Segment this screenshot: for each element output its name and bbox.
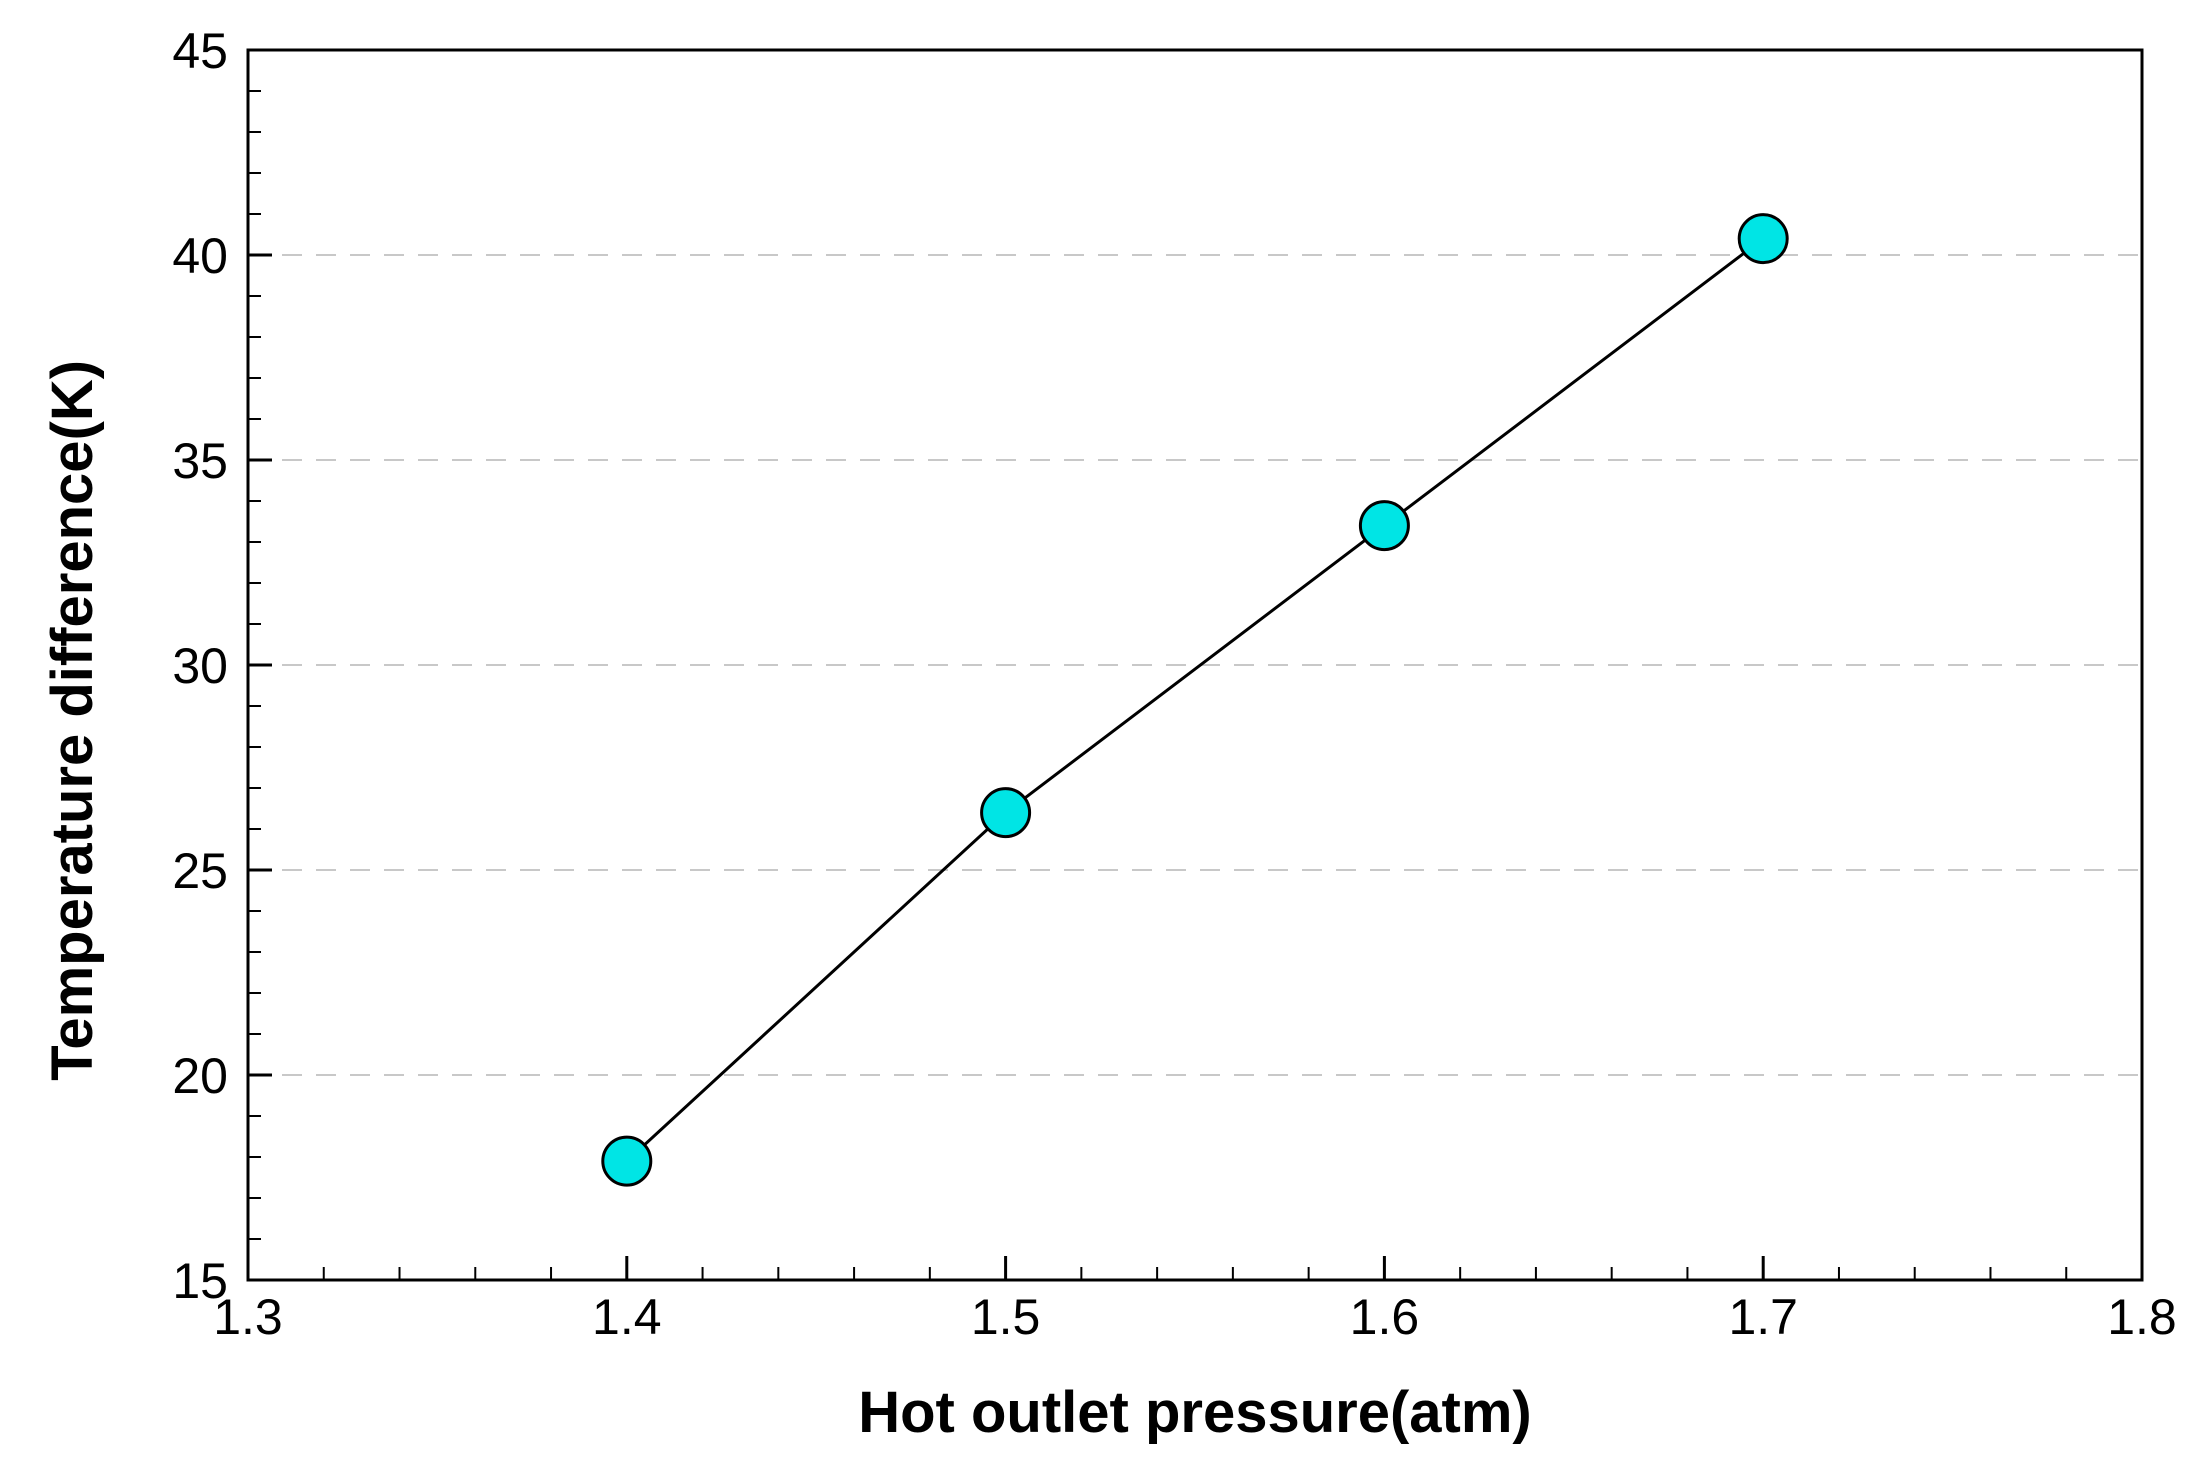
data-point <box>980 787 1032 839</box>
x-tick-labels: 1.3 1.4 1.5 1.6 1.7 1.8 <box>213 1289 2177 1345</box>
y-tick-label: 25 <box>172 843 228 899</box>
y-tick-label: 20 <box>172 1048 228 1104</box>
x-tick-label: 1.4 <box>592 1289 662 1345</box>
x-tick-label: 1.8 <box>2107 1289 2177 1345</box>
series-line <box>625 237 1765 1163</box>
y-tick-label: 35 <box>172 433 228 489</box>
y-tick-labels: 15 20 25 30 35 40 45 <box>172 23 228 1309</box>
data-point <box>1737 213 1789 265</box>
series-layer <box>601 213 1789 1187</box>
x-tick-label: 1.3 <box>213 1289 283 1345</box>
data-point <box>1358 500 1410 552</box>
y-axis-title: Temperature difference(K) <box>40 360 105 1081</box>
y-tick-label: 45 <box>172 23 228 79</box>
y-tick-label: 30 <box>172 638 228 694</box>
x-tick-label: 1.5 <box>971 1289 1041 1345</box>
minor-ticks <box>248 90 2068 1280</box>
plot-area-frame <box>246 48 2144 1282</box>
x-axis-title: Hot outlet pressure(atm) <box>858 1380 1532 1445</box>
y-tick-label: 15 <box>172 1253 228 1309</box>
x-tick-label: 1.6 <box>1350 1289 1420 1345</box>
y-tick-label: 40 <box>172 228 228 284</box>
grid-lines <box>248 254 2142 1076</box>
data-point <box>601 1135 653 1187</box>
x-tick-label: 1.7 <box>1728 1289 1798 1345</box>
